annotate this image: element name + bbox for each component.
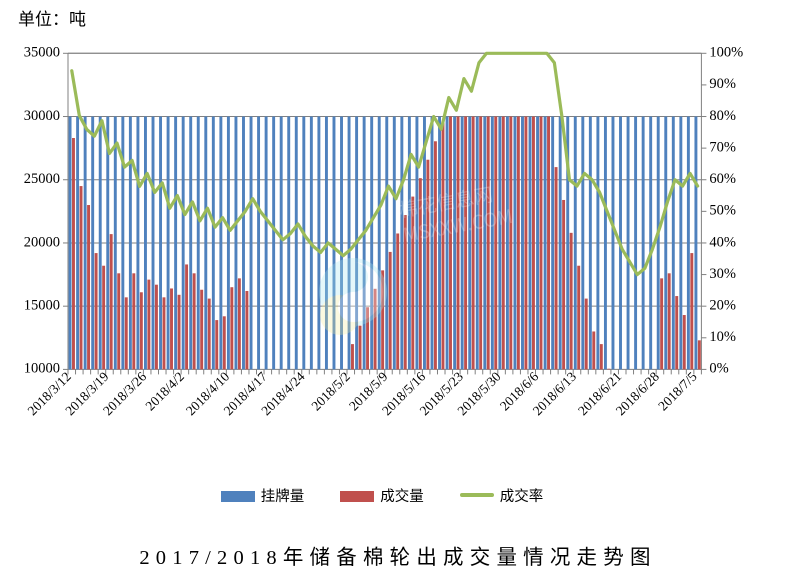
svg-text:20%: 20%	[709, 298, 736, 314]
svg-text:40%: 40%	[709, 234, 736, 250]
svg-text:30%: 30%	[709, 266, 736, 282]
svg-text:30000: 30000	[24, 108, 60, 124]
svg-text:20000: 20000	[24, 234, 60, 250]
svg-text:2018/5/2: 2018/5/2	[308, 369, 353, 414]
svg-text:2018/7/5: 2018/7/5	[655, 369, 700, 414]
svg-text:25000: 25000	[24, 171, 60, 187]
svg-text:90%: 90%	[709, 76, 736, 92]
svg-text:35000: 35000	[24, 45, 60, 61]
svg-text:10000: 10000	[24, 361, 60, 377]
svg-text:0%: 0%	[709, 361, 728, 377]
svg-text:50%: 50%	[709, 203, 736, 219]
svg-text:80%: 80%	[709, 108, 736, 124]
svg-text:60%: 60%	[709, 171, 736, 187]
svg-text:2018/4/2: 2018/4/2	[142, 369, 187, 414]
svg-text:70%: 70%	[709, 139, 736, 155]
svg-text:15000: 15000	[24, 298, 60, 314]
svg-text:100%: 100%	[709, 45, 743, 61]
svg-text:10%: 10%	[709, 329, 736, 345]
